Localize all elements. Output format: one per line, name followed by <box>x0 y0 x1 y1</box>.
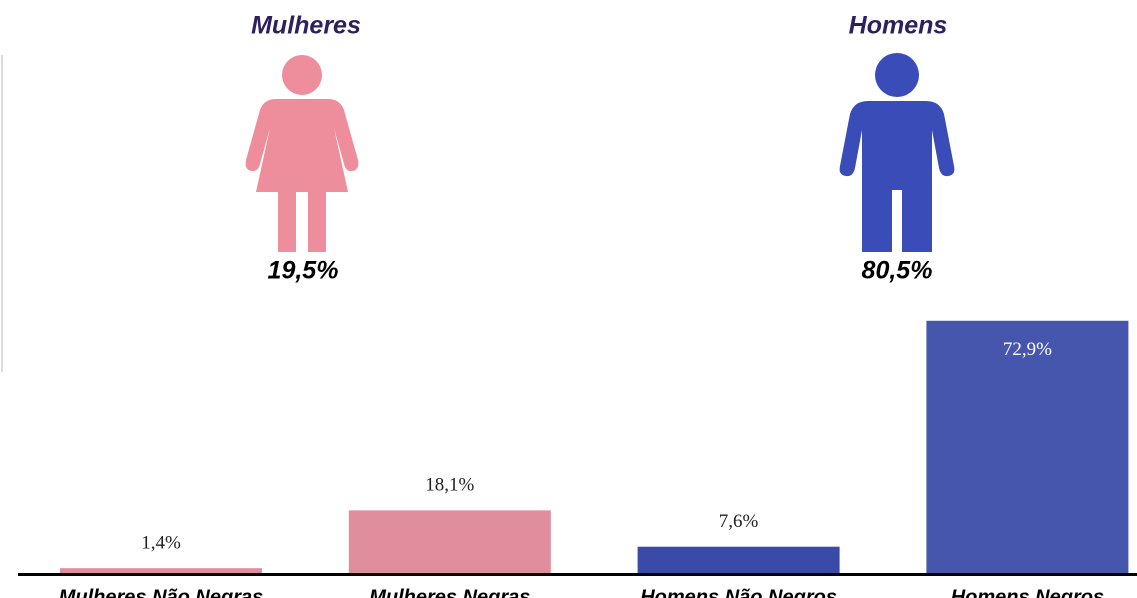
bar <box>926 320 1129 573</box>
x-tick-label: Homens Negros <box>951 586 1104 598</box>
value-label: 72,9% <box>1003 339 1052 360</box>
value-label: 18,1% <box>425 475 474 496</box>
group-share: 80,5% <box>862 257 933 285</box>
value-label: 7,6% <box>719 511 759 532</box>
x-tick-label: Homens Não Negros <box>640 586 837 598</box>
bar <box>637 546 840 573</box>
man-icon <box>839 53 955 252</box>
bar <box>60 568 262 573</box>
group-title: Homens <box>849 12 948 40</box>
x-tick-label: Mulheres Não Negras <box>59 586 264 598</box>
bar <box>348 510 551 573</box>
woman-icon <box>245 55 359 252</box>
value-label: 1,4% <box>141 533 181 554</box>
group-share: 19,5% <box>268 257 339 285</box>
x-tick-label: Mulheres Negras <box>369 586 530 598</box>
group-title: Mulheres <box>251 12 361 40</box>
